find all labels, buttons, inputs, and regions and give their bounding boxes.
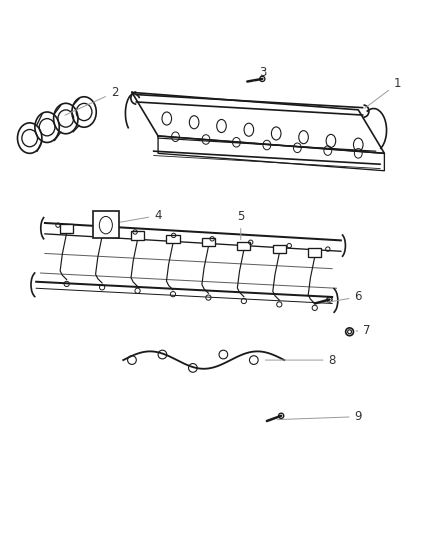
Bar xyxy=(166,235,180,243)
Text: 3: 3 xyxy=(254,66,266,82)
Bar xyxy=(202,238,215,246)
Text: 8: 8 xyxy=(265,353,336,367)
Text: 9: 9 xyxy=(278,410,362,423)
Bar xyxy=(131,231,144,240)
Text: 1: 1 xyxy=(365,77,401,108)
Bar xyxy=(60,224,73,233)
Text: 6: 6 xyxy=(325,290,362,303)
Bar xyxy=(237,241,251,250)
Bar xyxy=(273,245,286,253)
Text: 2: 2 xyxy=(65,86,118,115)
Text: 4: 4 xyxy=(111,209,162,224)
Bar xyxy=(95,228,109,236)
Text: 5: 5 xyxy=(237,210,244,240)
Bar xyxy=(93,211,119,238)
Text: 7: 7 xyxy=(356,325,371,337)
Bar xyxy=(308,248,321,257)
